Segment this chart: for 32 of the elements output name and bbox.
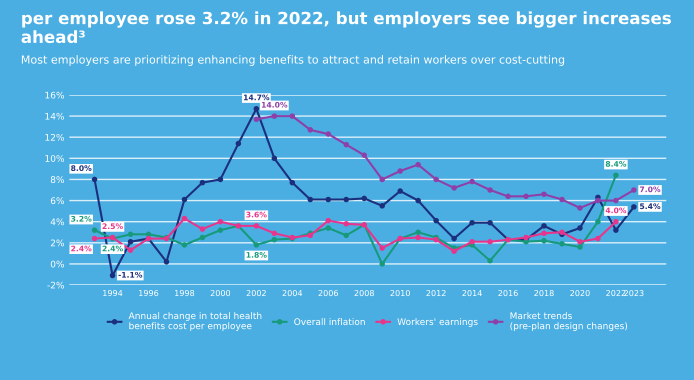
x-tick-label: 2014 <box>462 290 482 296</box>
x-tick-label: 2023 <box>624 290 644 296</box>
x-tick-label: 2006 <box>318 290 338 296</box>
x-tick-label: 2018 <box>534 290 554 296</box>
y-tick-label: -2% <box>47 282 64 289</box>
y-tick-label: 0% <box>50 260 64 268</box>
legend-label: Workers' earnings <box>397 318 478 327</box>
y-tick-label: 10% <box>45 155 64 162</box>
legend-label: Annual change in total health benefits cost per employee <box>128 312 262 331</box>
chart-title: per employee rose 3.2% in 2022, but employers see bigger increases ahead³ <box>22 11 671 44</box>
legend-label: Overall inflation <box>294 318 365 326</box>
y-tick-label: 12% <box>45 134 64 141</box>
x-tick-label: 1998 <box>175 290 194 296</box>
x-tick-label: 2000 <box>210 290 230 296</box>
x-tick-label: 2002 <box>246 290 266 296</box>
x-tick-label: 2008 <box>354 290 374 296</box>
x-tick-label: 2012 <box>426 290 446 296</box>
chart-subtitle: Most employers are prioritizing enhancing benefits to attract and retain workers over cost-cutting <box>22 55 564 66</box>
y-tick-label: 4% <box>50 218 64 226</box>
x-tick-label: 2010 <box>390 290 410 296</box>
y-tick-label: 14% <box>45 112 64 120</box>
x-tick-label: 2022 <box>606 290 626 296</box>
y-tick-label: 8% <box>50 176 64 184</box>
x-tick-label: 1994 <box>103 290 122 296</box>
legend-label: Market trends (pre-plan design changes) <box>510 312 628 331</box>
y-tick-label: 16% <box>45 92 64 99</box>
x-tick-label: 1996 <box>139 290 158 296</box>
x-tick-label: 2016 <box>498 290 518 296</box>
y-tick-label: 6% <box>50 197 64 204</box>
x-tick-label: 2004 <box>282 290 302 296</box>
y-tick-label: 2% <box>50 240 64 246</box>
x-tick-label: 2020 <box>570 290 590 296</box>
